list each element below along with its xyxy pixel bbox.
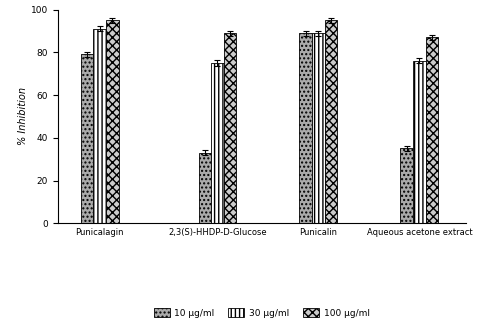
Bar bbox=[413, 61, 426, 223]
Bar bbox=[312, 33, 324, 223]
Bar bbox=[400, 149, 413, 223]
Bar bbox=[106, 20, 119, 223]
Bar bbox=[324, 20, 337, 223]
Bar bbox=[300, 33, 312, 223]
Bar bbox=[93, 29, 106, 223]
Y-axis label: % Inhibition: % Inhibition bbox=[18, 87, 28, 145]
Bar bbox=[426, 37, 438, 223]
Bar bbox=[211, 63, 224, 223]
Bar bbox=[224, 33, 236, 223]
Legend: 10 µg/ml, 30 µg/ml, 100 µg/ml: 10 µg/ml, 30 µg/ml, 100 µg/ml bbox=[150, 304, 373, 319]
Bar bbox=[199, 153, 211, 223]
Bar bbox=[81, 55, 93, 223]
